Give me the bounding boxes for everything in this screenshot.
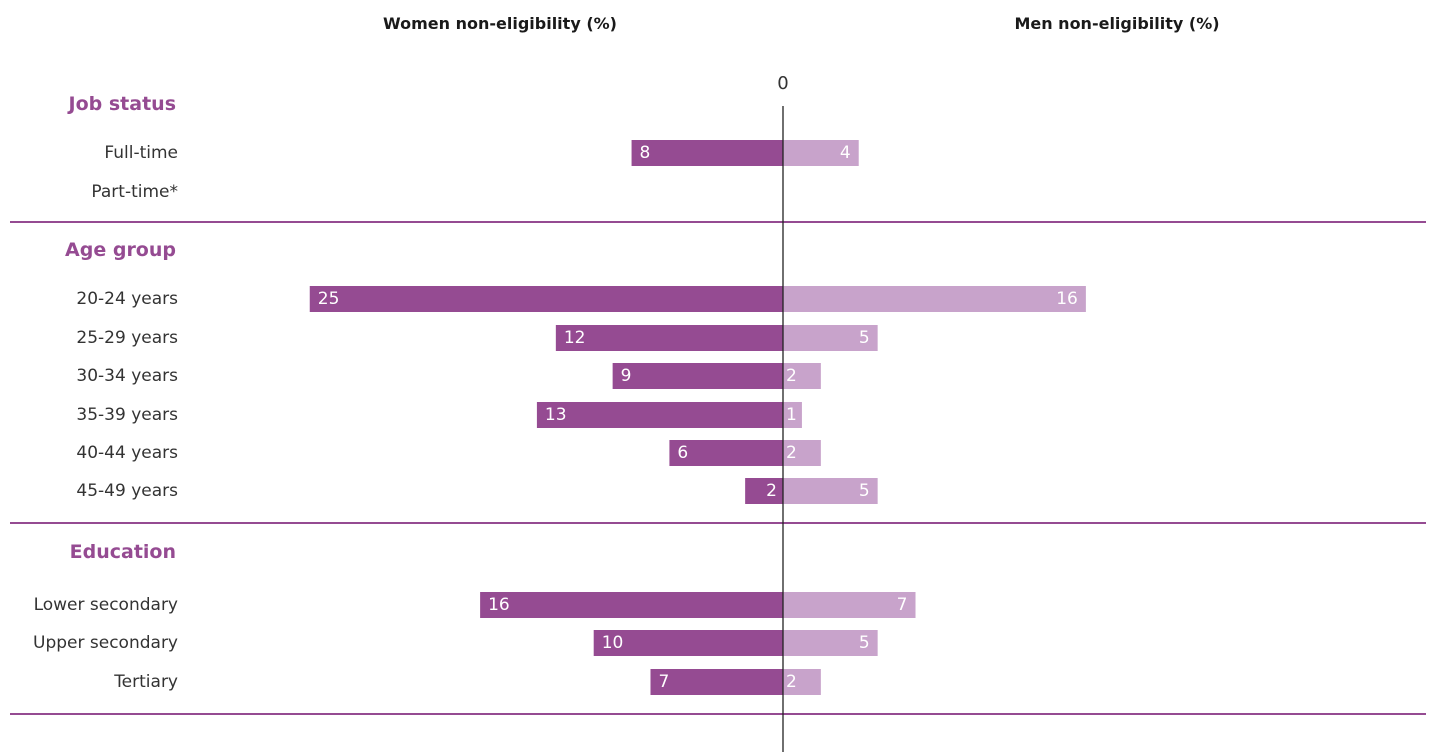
men-value-label: 7 <box>897 595 908 615</box>
women-bar <box>745 478 783 504</box>
men-value-label: 2 <box>786 443 797 463</box>
chart-marks: Job status Full-time 8 4 Part-time* Age group… <box>10 93 1426 752</box>
category-label: 40-44 years <box>76 443 178 463</box>
men-value-label: 5 <box>859 328 870 348</box>
men-value-label: 1 <box>786 405 797 425</box>
men-bar <box>783 669 821 695</box>
women-value-label: 10 <box>602 633 624 653</box>
category-label: 45-49 years <box>76 481 178 501</box>
category-label: Upper secondary <box>33 633 178 653</box>
category-label: 35-39 years <box>76 405 178 425</box>
category-label: 30-34 years <box>76 366 178 386</box>
women-bar <box>593 630 783 656</box>
men-bar <box>783 478 878 504</box>
category-label: 25-29 years <box>76 328 178 348</box>
men-value-label: 5 <box>859 633 870 653</box>
men-bar <box>783 325 878 351</box>
category-label: Tertiary <box>113 672 178 692</box>
men-value-label: 4 <box>840 143 851 163</box>
women-value-label: 6 <box>677 443 688 463</box>
women-value-label: 25 <box>318 289 340 309</box>
men-value-label: 16 <box>1056 289 1078 309</box>
men-bar <box>783 630 878 656</box>
women-bar <box>536 402 783 428</box>
women-bar <box>309 286 783 312</box>
men-bar <box>783 440 821 466</box>
women-value-label: 7 <box>658 672 669 692</box>
men-bar <box>783 402 802 428</box>
women-value-label: 9 <box>621 366 632 386</box>
men-bar <box>783 363 821 389</box>
men-value-label: 5 <box>859 481 870 501</box>
women-value-label: 2 <box>766 481 777 501</box>
women-bar <box>650 669 783 695</box>
group-title: Education <box>70 541 176 563</box>
women-header: Women non-eligibility (%) <box>383 14 617 33</box>
women-value-label: 12 <box>564 328 586 348</box>
category-label: Full-time <box>104 143 178 163</box>
men-bar <box>783 286 1086 312</box>
men-header: Men non-eligibility (%) <box>1014 14 1219 33</box>
category-label: Part-time* <box>91 182 178 202</box>
women-bar <box>669 440 783 466</box>
category-label: 20-24 years <box>76 289 178 309</box>
category-label: Lower secondary <box>34 595 178 615</box>
women-value-label: 8 <box>640 143 651 163</box>
men-bar <box>783 140 859 166</box>
women-bar <box>631 140 783 166</box>
group-title: Age group <box>65 239 176 261</box>
men-value-label: 2 <box>786 672 797 692</box>
men-bar <box>783 592 916 618</box>
zero-tick-label: 0 <box>777 73 788 94</box>
women-bar <box>480 592 783 618</box>
group-title: Job status <box>67 93 176 115</box>
men-value-label: 2 <box>786 366 797 386</box>
women-bar <box>555 325 783 351</box>
women-value-label: 13 <box>545 405 567 425</box>
women-value-label: 16 <box>488 595 510 615</box>
women-bar <box>612 363 783 389</box>
